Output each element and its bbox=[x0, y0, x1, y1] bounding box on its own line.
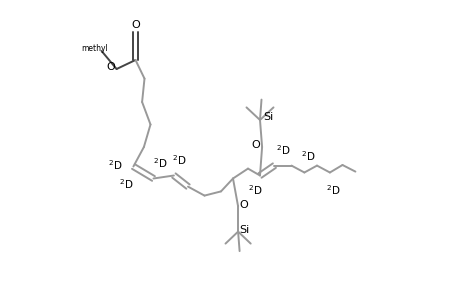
Text: $^{2}$D: $^{2}$D bbox=[108, 158, 123, 172]
Text: $^{2}$D: $^{2}$D bbox=[118, 177, 133, 191]
Text: $^{2}$D: $^{2}$D bbox=[300, 149, 314, 163]
Text: O: O bbox=[106, 62, 115, 73]
Text: O: O bbox=[239, 200, 247, 210]
Text: $^{2}$D: $^{2}$D bbox=[325, 183, 340, 197]
Text: Si: Si bbox=[239, 225, 249, 235]
Text: methyl: methyl bbox=[81, 44, 108, 53]
Text: $^{2}$D: $^{2}$D bbox=[275, 143, 289, 157]
Text: $^{2}$D: $^{2}$D bbox=[172, 153, 186, 167]
Text: Si: Si bbox=[263, 112, 273, 122]
Text: O: O bbox=[131, 20, 140, 31]
Text: $^{2}$D: $^{2}$D bbox=[248, 184, 262, 197]
Text: $^{2}$D: $^{2}$D bbox=[152, 156, 167, 170]
Text: O: O bbox=[251, 140, 259, 151]
